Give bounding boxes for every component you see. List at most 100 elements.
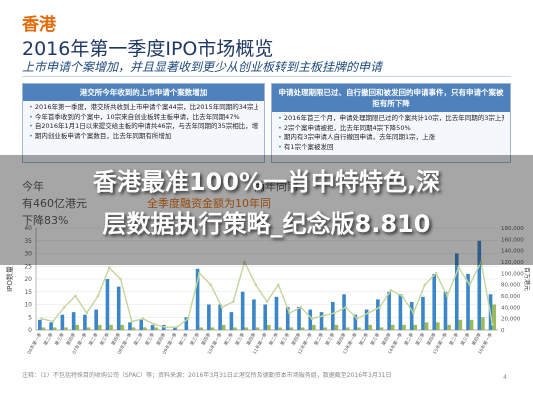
banner-headline-line2: 层数据执行策略_纪念版8.810	[102, 210, 431, 238]
bar-main	[331, 301, 335, 330]
amount-point	[288, 311, 291, 315]
bar-gem	[267, 324, 271, 330]
bar-gem	[131, 327, 136, 330]
bar-gem	[255, 327, 260, 330]
bar-gem	[233, 327, 237, 330]
x-tick-label: 第三季	[143, 331, 156, 347]
bar-main	[387, 291, 391, 330]
bar-gem	[357, 327, 361, 330]
bar-gem	[97, 324, 102, 330]
bar-main	[285, 307, 290, 330]
x-tick-label: 第四季	[64, 331, 77, 347]
amount-point	[434, 272, 438, 275]
y-tick-label: 0	[28, 327, 32, 334]
amount-point	[107, 266, 111, 269]
intro-text: 下降83%	[22, 214, 69, 227]
amount-point	[40, 317, 43, 320]
amount-point	[119, 277, 122, 281]
bar-main	[173, 327, 177, 330]
intro-text: 两年同期	[254, 180, 298, 193]
bar-main	[94, 309, 98, 330]
x-tick-label: 第二季	[312, 331, 325, 347]
bar-main	[421, 296, 425, 330]
x-tick-label: 第三季	[369, 331, 382, 347]
x-tick-label: 第四季	[380, 331, 393, 347]
x-tick-label: 第四季	[245, 331, 258, 347]
amount-point	[231, 300, 235, 303]
x-tick-label: 第二季	[357, 331, 370, 347]
bar-main	[376, 299, 380, 330]
bar-main	[71, 312, 76, 330]
bar-main	[240, 291, 245, 330]
left-panel-item: 2016年第一季度，港交所共收到上市申请个案44宗，比2015年同期的34宗上升…	[29, 103, 258, 113]
bar-main	[150, 324, 155, 330]
bar-gem	[345, 327, 350, 330]
x-tick-label: 第二季	[402, 331, 415, 347]
y-axis-label: IPO数量	[5, 266, 14, 292]
right-panel-item: 2016年首三个月，申请处理期限已过的个案共计10宗，比去年同期的3宗上升233…	[278, 114, 504, 124]
bar-main	[128, 322, 132, 330]
left-info-panel: 港交所今年收到的上市申请个案数增加 2016年第一季度，港交所共收到上市申请个案…	[22, 83, 265, 163]
x-tick-label: 第四季	[335, 331, 348, 347]
bar-gem	[469, 319, 474, 330]
bar-gem	[390, 324, 395, 330]
amount-point	[51, 320, 55, 323]
bar-gem	[199, 327, 203, 330]
bar-gem	[458, 319, 463, 330]
right-panel-heading: 申请处理期限已过、自行撤回和被发回的申请事件，只有申请个案被拒有所下降	[272, 84, 510, 112]
amount-point	[310, 317, 314, 320]
right-info-panel: 申请处理期限已过、自行撤回和被发回的申请事件，只有申请个案被拒有所下降 2016…	[271, 83, 511, 163]
x-tick-label: 06年第一季	[25, 331, 43, 355]
right-panel-item: 2宗个案申请被拒，比去年同期4宗下降50%	[278, 124, 504, 134]
bar-gem	[481, 317, 485, 330]
amount-point	[141, 317, 145, 320]
x-tick-label: 第三季	[188, 331, 201, 347]
intro-text: 有460亿港元	[22, 197, 87, 210]
bar-main	[409, 301, 414, 330]
left-panel-item: 期内创业板申请个案数目，比去年同期有所增加	[29, 132, 258, 142]
bar-main	[353, 314, 358, 330]
bar-main	[477, 240, 482, 330]
y2-tick-label: 120,000	[501, 260, 524, 266]
intro-text: 今年	[22, 180, 44, 193]
amount-point	[491, 323, 494, 326]
y2-tick-label: 40,000	[501, 305, 521, 311]
header-rule	[22, 76, 511, 77]
x-tick-label: 第二季	[132, 331, 145, 347]
y-tick-label: 35	[24, 238, 32, 245]
amount-point	[367, 311, 370, 315]
bar-gem	[436, 322, 440, 330]
bar-gem	[210, 327, 215, 330]
y2-tick-label: 140,000	[501, 249, 524, 255]
amount-point	[423, 283, 427, 286]
y2-tick-label: 180,000	[501, 226, 524, 232]
left-panel-item: 今年首季收到的个案中，10宗来自创业板转主板申请，比去年同期47%	[29, 113, 258, 123]
amount-point	[265, 300, 269, 303]
amount-point	[96, 294, 100, 298]
bar-main	[105, 279, 110, 330]
overlay-banner	[0, 155, 533, 265]
x-tick-label: 第三季	[98, 331, 111, 347]
bar-gem	[379, 327, 384, 330]
y-tick-label: 10	[24, 302, 32, 309]
y-tick-label: 40	[24, 225, 32, 232]
bar-main	[38, 319, 42, 330]
y-tick-label: 25	[24, 263, 32, 270]
y2-axis-label: 百万港元	[523, 267, 531, 291]
x-tick-label: 第二季	[87, 331, 100, 347]
y2-tick-label: 0	[501, 328, 505, 334]
bar-gem	[492, 304, 496, 330]
amount-point	[254, 283, 258, 286]
amount-point	[400, 294, 404, 298]
bar-main	[83, 314, 87, 330]
bar-main	[263, 304, 267, 330]
right-panel-item: 期内有3宗申请人自行撤回申请，去年同期1宗，上涨	[278, 133, 504, 143]
bar-main	[207, 304, 211, 330]
bar-main	[274, 296, 279, 330]
y-tick-label: 15	[24, 289, 32, 296]
bar-main	[297, 307, 301, 330]
bar-gem	[244, 327, 249, 330]
y-tick-label: 20	[24, 276, 32, 283]
footnote: 注释：（1）不包括特殊目的收购公司（SPAC）等；资料来源：2016年3月31日…	[22, 372, 392, 379]
page-number: 4	[503, 374, 507, 381]
